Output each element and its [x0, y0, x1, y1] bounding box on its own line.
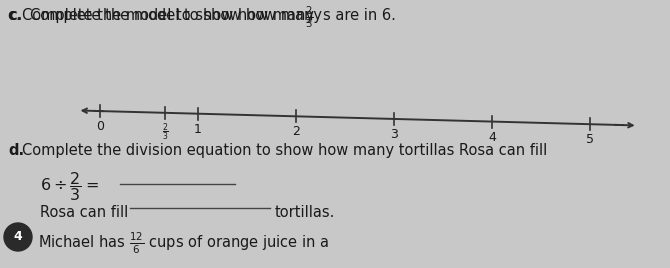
Circle shape — [4, 223, 32, 251]
Text: tortillas.: tortillas. — [275, 205, 336, 220]
Text: $\frac{2}{3}$: $\frac{2}{3}$ — [305, 5, 314, 30]
Text: Complete the model to show how many: Complete the model to show how many — [22, 8, 319, 23]
Text: $\frac{2}{3}$: $\frac{2}{3}$ — [162, 122, 169, 143]
Text: Michael has $\frac{12}{6}$ cups of orange juice in a: Michael has $\frac{12}{6}$ cups of orang… — [38, 231, 329, 256]
Text: 5: 5 — [586, 133, 594, 146]
Text: c.  Complete the model to show how many: c. Complete the model to show how many — [8, 8, 327, 23]
Text: $6 \div \dfrac{2}{3} = $: $6 \div \dfrac{2}{3} = $ — [40, 170, 99, 203]
Text: c.: c. — [8, 8, 22, 23]
Text: 0: 0 — [96, 120, 104, 133]
Text: s are in 6.: s are in 6. — [323, 8, 396, 23]
Text: Rosa can fill: Rosa can fill — [40, 205, 128, 220]
Text: 4: 4 — [13, 230, 22, 244]
Text: d.: d. — [8, 143, 24, 158]
Text: Complete the division equation to show how many tortillas Rosa can fill: Complete the division equation to show h… — [22, 143, 547, 158]
Text: 2: 2 — [292, 125, 300, 138]
Text: 1: 1 — [194, 123, 202, 136]
Text: 3: 3 — [390, 128, 398, 141]
Text: 4: 4 — [488, 131, 496, 144]
